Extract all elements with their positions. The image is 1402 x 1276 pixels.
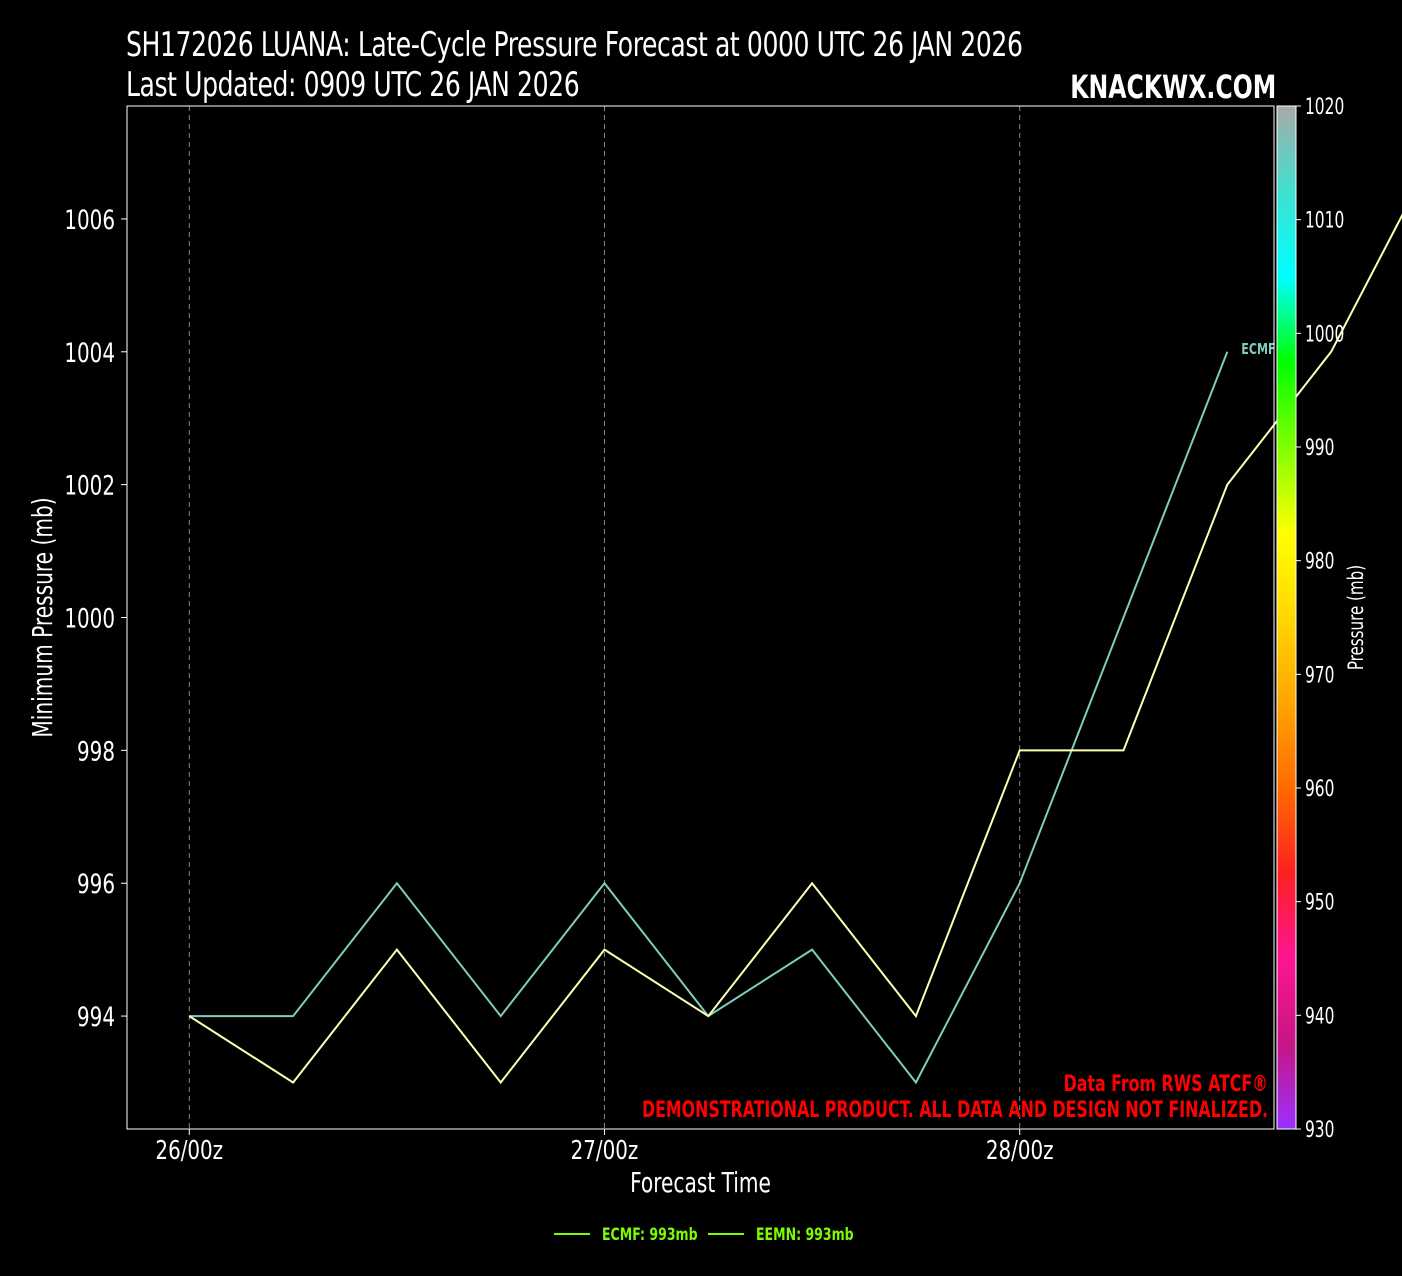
- plot-frame: [126, 105, 1275, 1130]
- y-tick-label: 1004: [64, 337, 115, 369]
- colorbar-label: Pressure (mb): [1344, 565, 1368, 670]
- disclaimer-note: DEMONSTRATIONAL PRODUCT. ALL DATA AND DE…: [642, 1097, 1268, 1122]
- y-tick-label: 1006: [64, 204, 115, 236]
- y-tick-label: 996: [77, 868, 115, 900]
- legend-label: ECMF: 993mb: [602, 1225, 698, 1245]
- series-line-ecmf: [189, 351, 1229, 1085]
- colorbar-tick-label: 1010: [1305, 208, 1344, 234]
- colorbar-tick-label: 980: [1305, 549, 1334, 575]
- chart-subtitle: Last Updated: 0909 UTC 26 JAN 2026: [126, 65, 580, 105]
- colorbar-tick-label: 960: [1305, 776, 1334, 802]
- y-tick-label: 998: [77, 735, 115, 767]
- colorbar-tick-label: 1000: [1305, 321, 1344, 347]
- legend-label: EEMN: 993mb: [756, 1225, 854, 1245]
- series-line-eemn: [188, 213, 1402, 1085]
- colorbar: [1276, 105, 1297, 1130]
- y-tick-label: 1002: [64, 469, 115, 501]
- x-tick-label: 26/00z: [155, 1135, 223, 1165]
- colorbar-tick-label: 930: [1305, 1117, 1334, 1143]
- data-source-note: Data From RWS ATCF®: [1064, 1071, 1268, 1096]
- colorbar-tick-label: 990: [1305, 435, 1334, 461]
- x-axis-label: Forecast Time: [630, 1165, 771, 1198]
- chart-title: SH172026 LUANA: Late-Cycle Pressure Fore…: [126, 25, 1023, 65]
- y-tick-label: 1000: [64, 602, 115, 634]
- brand-logo-text: KNACKWX.COM: [1069, 68, 1276, 106]
- colorbar-tick-label: 940: [1305, 1003, 1334, 1029]
- series-end-label-ecmf: ECMF: [1241, 341, 1275, 358]
- x-tick-label: 27/00z: [571, 1135, 639, 1165]
- colorbar-tick-label: 950: [1305, 890, 1334, 916]
- colorbar-tick-label: 1020: [1305, 94, 1344, 120]
- colorbar-tick-label: 970: [1305, 662, 1334, 688]
- y-tick-label: 994: [77, 1001, 115, 1033]
- x-tick-label: 28/00z: [986, 1135, 1054, 1165]
- y-axis-label: Minimum Pressure (mb): [25, 497, 58, 737]
